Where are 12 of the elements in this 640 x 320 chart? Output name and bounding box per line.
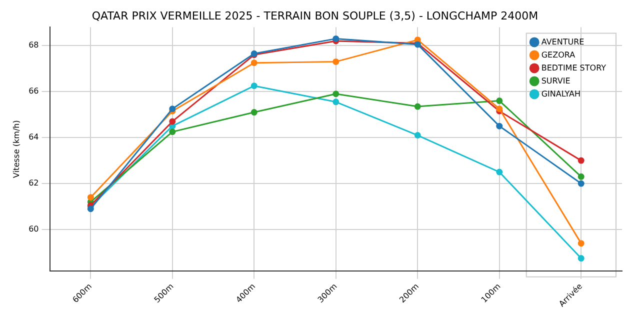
- legend-label: SURVIE: [541, 76, 570, 86]
- legend-label: AVENTURE: [541, 37, 584, 46]
- legend-label: GEZORA: [541, 50, 576, 60]
- chart-title: QATAR PRIX VERMEILLE 2025 - TERRAIN BON SOUPLE (3,5) - LONGCHAMP 2400M: [92, 9, 538, 22]
- y-tick-label: 64: [28, 132, 39, 142]
- y-axis-title: Vitesse (km/h): [12, 120, 21, 178]
- legend-label: GINALYAH: [541, 89, 581, 98]
- y-tick-label: 60: [28, 224, 39, 234]
- legend-label: BEDTIME STORY: [541, 63, 606, 72]
- y-tick-label: 66: [28, 86, 39, 96]
- y-tick-label: 68: [28, 40, 39, 50]
- y-tick-label: 62: [28, 178, 39, 188]
